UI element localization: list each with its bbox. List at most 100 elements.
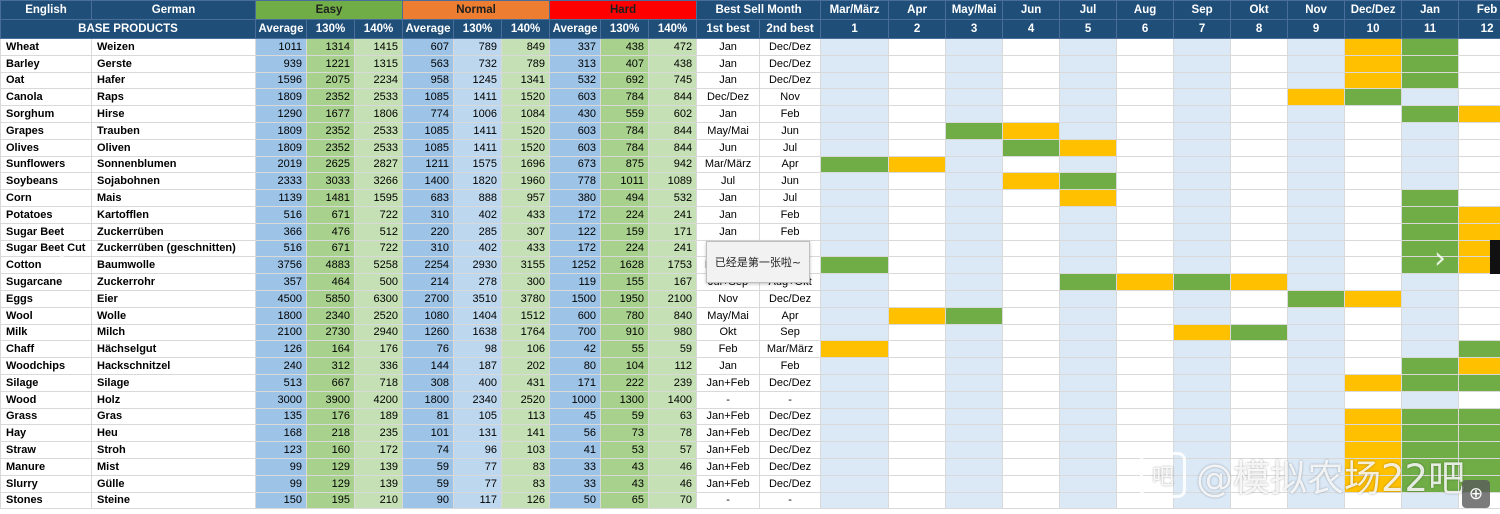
easy-140-price[interactable]: 172 [353, 441, 404, 459]
month-cell[interactable] [1458, 189, 1500, 207]
month-cell[interactable] [1344, 457, 1403, 476]
month-cell[interactable] [888, 222, 947, 241]
month-cell[interactable] [1116, 390, 1175, 409]
second-best-month[interactable]: Dec/Dez [759, 38, 822, 56]
second-best-month[interactable]: Feb [759, 205, 822, 224]
month-cell[interactable] [945, 457, 1004, 476]
month-cell[interactable] [1002, 390, 1061, 409]
second-best-month[interactable]: Jun [759, 172, 822, 191]
product-name-english[interactable]: Barley [0, 54, 92, 73]
normal-140-price[interactable]: 1764 [501, 323, 551, 342]
previous-image-arrow-icon[interactable]: ‹ [56, 240, 68, 276]
month-cell[interactable] [1344, 239, 1403, 258]
month-cell[interactable] [1002, 172, 1061, 191]
month-cell[interactable] [1401, 474, 1460, 493]
hard-140-price[interactable]: 840 [648, 306, 698, 325]
first-best-month[interactable]: - [696, 390, 761, 409]
month-cell[interactable] [945, 105, 1004, 123]
month-cell[interactable] [820, 256, 890, 275]
normal-average-price[interactable]: 774 [402, 105, 455, 123]
product-name-english[interactable]: Soybeans [0, 172, 92, 191]
hard-average-price[interactable]: 603 [549, 138, 602, 157]
second-best-month[interactable]: Apr [759, 155, 822, 174]
month-cell[interactable] [1002, 273, 1061, 291]
month-cell[interactable] [1344, 155, 1403, 174]
month-cell[interactable] [1344, 121, 1403, 140]
month-cell[interactable] [1116, 357, 1175, 375]
month-cell[interactable] [1344, 189, 1403, 207]
second-best-month[interactable]: Jun [759, 121, 822, 140]
easy-130-price[interactable]: 129 [306, 474, 355, 493]
first-best-month[interactable]: Mar/März [696, 155, 761, 174]
month-cell[interactable] [1173, 407, 1232, 426]
month-cell[interactable] [1002, 38, 1061, 56]
easy-130-price[interactable]: 2340 [306, 306, 355, 325]
easy-average-price[interactable]: 3756 [255, 256, 307, 275]
easy-average-price[interactable]: 2100 [255, 323, 307, 342]
month-cell[interactable] [888, 457, 947, 476]
easy-average-price[interactable]: 516 [255, 205, 307, 224]
normal-average-price[interactable]: 90 [402, 491, 455, 510]
month-cell[interactable] [1002, 189, 1061, 207]
hard-140-price[interactable]: 532 [648, 189, 698, 207]
easy-140-price[interactable]: 2827 [353, 155, 404, 174]
easy-130-price[interactable]: 2625 [306, 155, 355, 174]
month-cell[interactable] [1173, 172, 1232, 191]
month-cell[interactable] [945, 407, 1004, 426]
month-cell[interactable] [945, 88, 1004, 107]
month-cell[interactable] [1344, 357, 1403, 375]
hard-average-price[interactable]: 600 [549, 306, 602, 325]
month-cell[interactable] [1116, 289, 1175, 308]
product-name-english[interactable]: Chaff [0, 340, 92, 359]
month-cell[interactable] [1173, 138, 1232, 157]
month-cell[interactable] [1173, 306, 1232, 325]
month-cell[interactable] [1173, 390, 1232, 409]
month-cell[interactable] [1401, 138, 1460, 157]
month-cell[interactable] [820, 189, 890, 207]
month-cell[interactable] [1002, 474, 1061, 493]
normal-average-price[interactable]: 2254 [402, 256, 455, 275]
first-best-month[interactable]: Jan [696, 189, 761, 207]
month-cell[interactable] [1458, 105, 1500, 123]
month-cell[interactable] [1230, 306, 1289, 325]
month-cell[interactable] [820, 105, 890, 123]
month-cell[interactable] [1059, 357, 1118, 375]
normal-140-price[interactable]: 1960 [501, 172, 551, 191]
month-cell[interactable] [1287, 189, 1346, 207]
second-best-month[interactable]: Dec/Dez [759, 441, 822, 459]
month-cell[interactable] [1401, 256, 1460, 275]
normal-130-price[interactable]: 1006 [453, 105, 503, 123]
hard-140-price[interactable]: 602 [648, 105, 698, 123]
hard-130-price[interactable]: 875 [600, 155, 650, 174]
month-cell[interactable] [1002, 138, 1061, 157]
month-cell[interactable] [1401, 205, 1460, 224]
product-name-english[interactable]: Potatoes [0, 205, 92, 224]
month-cell[interactable] [1173, 71, 1232, 90]
month-cell[interactable] [1344, 105, 1403, 123]
month-cell[interactable] [1173, 424, 1232, 443]
first-best-month[interactable]: Jan+Feb [696, 474, 761, 493]
easy-average-price[interactable]: 1290 [255, 105, 307, 123]
first-best-month[interactable]: Nov [696, 289, 761, 308]
hard-130-price[interactable]: 224 [600, 205, 650, 224]
first-best-month[interactable]: Jan [696, 38, 761, 56]
normal-130-price[interactable]: 131 [453, 424, 503, 443]
hard-130-price[interactable]: 784 [600, 121, 650, 140]
month-cell[interactable] [888, 407, 947, 426]
normal-130-price[interactable]: 117 [453, 491, 503, 510]
month-cell[interactable] [1401, 239, 1460, 258]
month-cell[interactable] [888, 71, 947, 90]
month-cell[interactable] [888, 138, 947, 157]
month-cell[interactable] [888, 373, 947, 392]
month-cell[interactable] [1458, 323, 1500, 342]
normal-130-price[interactable]: 3510 [453, 289, 503, 308]
easy-average-price[interactable]: 168 [255, 424, 307, 443]
product-name-english[interactable]: Silage [0, 373, 92, 392]
easy-140-price[interactable]: 3266 [353, 172, 404, 191]
month-cell[interactable] [1230, 205, 1289, 224]
normal-140-price[interactable]: 113 [501, 407, 551, 426]
month-cell[interactable] [1344, 373, 1403, 392]
normal-average-price[interactable]: 683 [402, 189, 455, 207]
month-cell[interactable] [1344, 54, 1403, 73]
month-cell[interactable] [888, 38, 947, 56]
